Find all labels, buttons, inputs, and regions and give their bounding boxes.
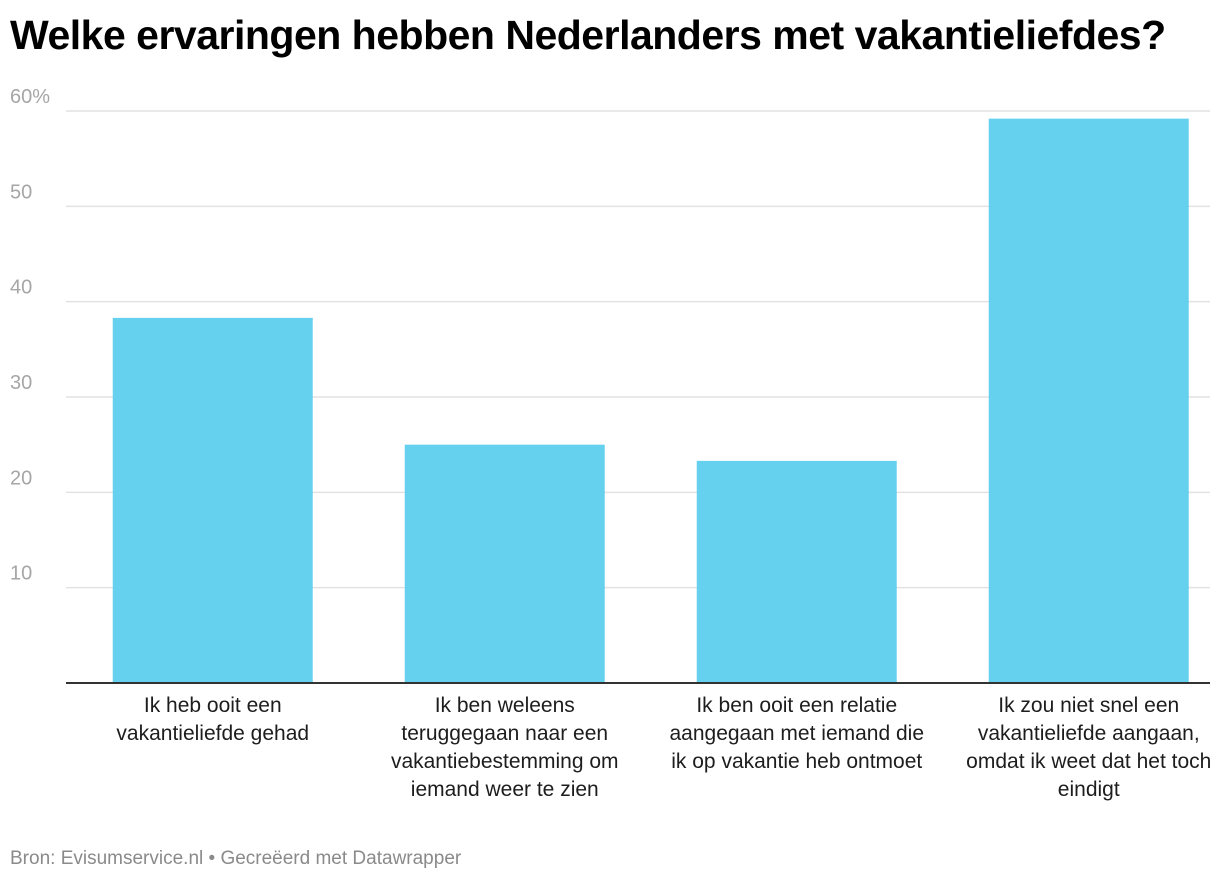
bar	[696, 460, 897, 683]
y-tick-label: 60%	[10, 86, 50, 108]
bar	[988, 118, 1189, 684]
x-category-label: Ik ben ooit een relatie aangegaan met ie…	[669, 694, 925, 773]
bar	[112, 317, 313, 683]
source-note: Bron: Evisumservice.nl • Gecreëerd met D…	[10, 848, 462, 869]
y-tick-label: 30	[10, 372, 32, 394]
bars	[112, 118, 1189, 684]
chart-title: Welke ervaringen hebben Nederlanders met…	[10, 12, 1166, 58]
x-category-label: Ik zou niet snel een vakantieliefde aang…	[966, 694, 1212, 801]
bar	[404, 444, 605, 683]
x-category-label: Ik heb ooit een vakantieliefde gehad	[116, 694, 310, 745]
x-category-label: Ik ben weleens teruggegaan naar een vaka…	[390, 694, 619, 801]
y-tick-label: 50	[10, 181, 32, 203]
y-tick-label: 10	[10, 563, 32, 585]
y-tick-label: 20	[10, 467, 32, 489]
y-tick-label: 40	[10, 277, 32, 299]
